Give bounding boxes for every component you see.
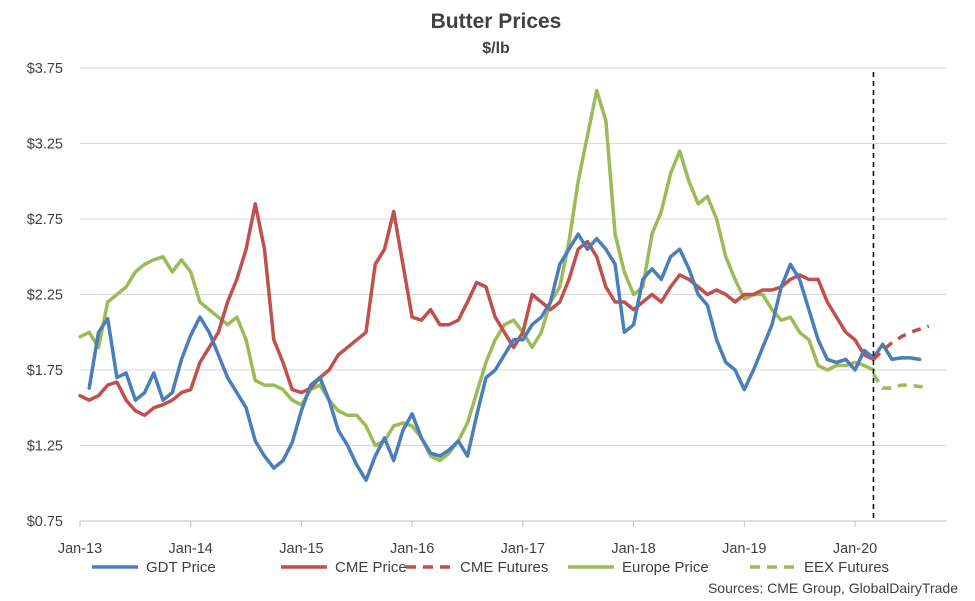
series-line-gdt-price [87, 232, 922, 482]
x-tick-label: Jan-20 [833, 541, 877, 557]
y-tick-label: $1.25 [27, 439, 63, 455]
x-tick-label: Jan-14 [169, 541, 213, 557]
source-note: Sources: CME Group, GlobalDairyTrade [708, 580, 958, 596]
legend-label: CME Price [335, 559, 407, 576]
series-line-cme-price [78, 202, 876, 418]
x-tick-label: Jan-16 [390, 541, 434, 557]
series-line-eex-futures [872, 373, 929, 390]
gridlines [80, 67, 947, 446]
legend-label: Europe Price [622, 559, 709, 576]
x-tick-label: Jan-13 [58, 541, 102, 557]
chart-subtitle: $/lb [482, 40, 510, 57]
legend-label: EEX Futures [804, 559, 889, 576]
y-tick-label: $3.75 [27, 61, 63, 77]
x-axis: Jan-13 Jan-14 Jan-15 Jan-16 Jan-17 Jan-18 Jan-… [58, 520, 947, 557]
x-tick-label: Jan-19 [722, 541, 766, 557]
legend-label: CME Futures [460, 559, 548, 576]
series-line-cme-futures [872, 324, 930, 361]
x-tick-label: Jan-15 [279, 541, 323, 557]
y-tick-label: $0.75 [27, 514, 63, 530]
legend-label: GDT Price [146, 559, 216, 576]
x-tick-label: Jan-17 [501, 541, 545, 557]
chart-title: Butter Prices [431, 10, 562, 33]
x-tick-label: Jan-18 [611, 541, 655, 557]
series-line-europe-price [78, 88, 876, 463]
series-lines [78, 88, 930, 482]
y-tick-label: $2.25 [27, 288, 63, 304]
legend: GDT Price CME Price CME Futures Europe Pric… [92, 559, 889, 576]
y-tick-label: $2.75 [27, 212, 63, 228]
y-tick-label: $1.75 [27, 363, 63, 379]
y-tick-label: $3.25 [27, 137, 63, 153]
y-axis-labels: $0.75 $1.25 $1.75 $2.25 $2.75 $3.25 $3.75 [27, 61, 63, 530]
